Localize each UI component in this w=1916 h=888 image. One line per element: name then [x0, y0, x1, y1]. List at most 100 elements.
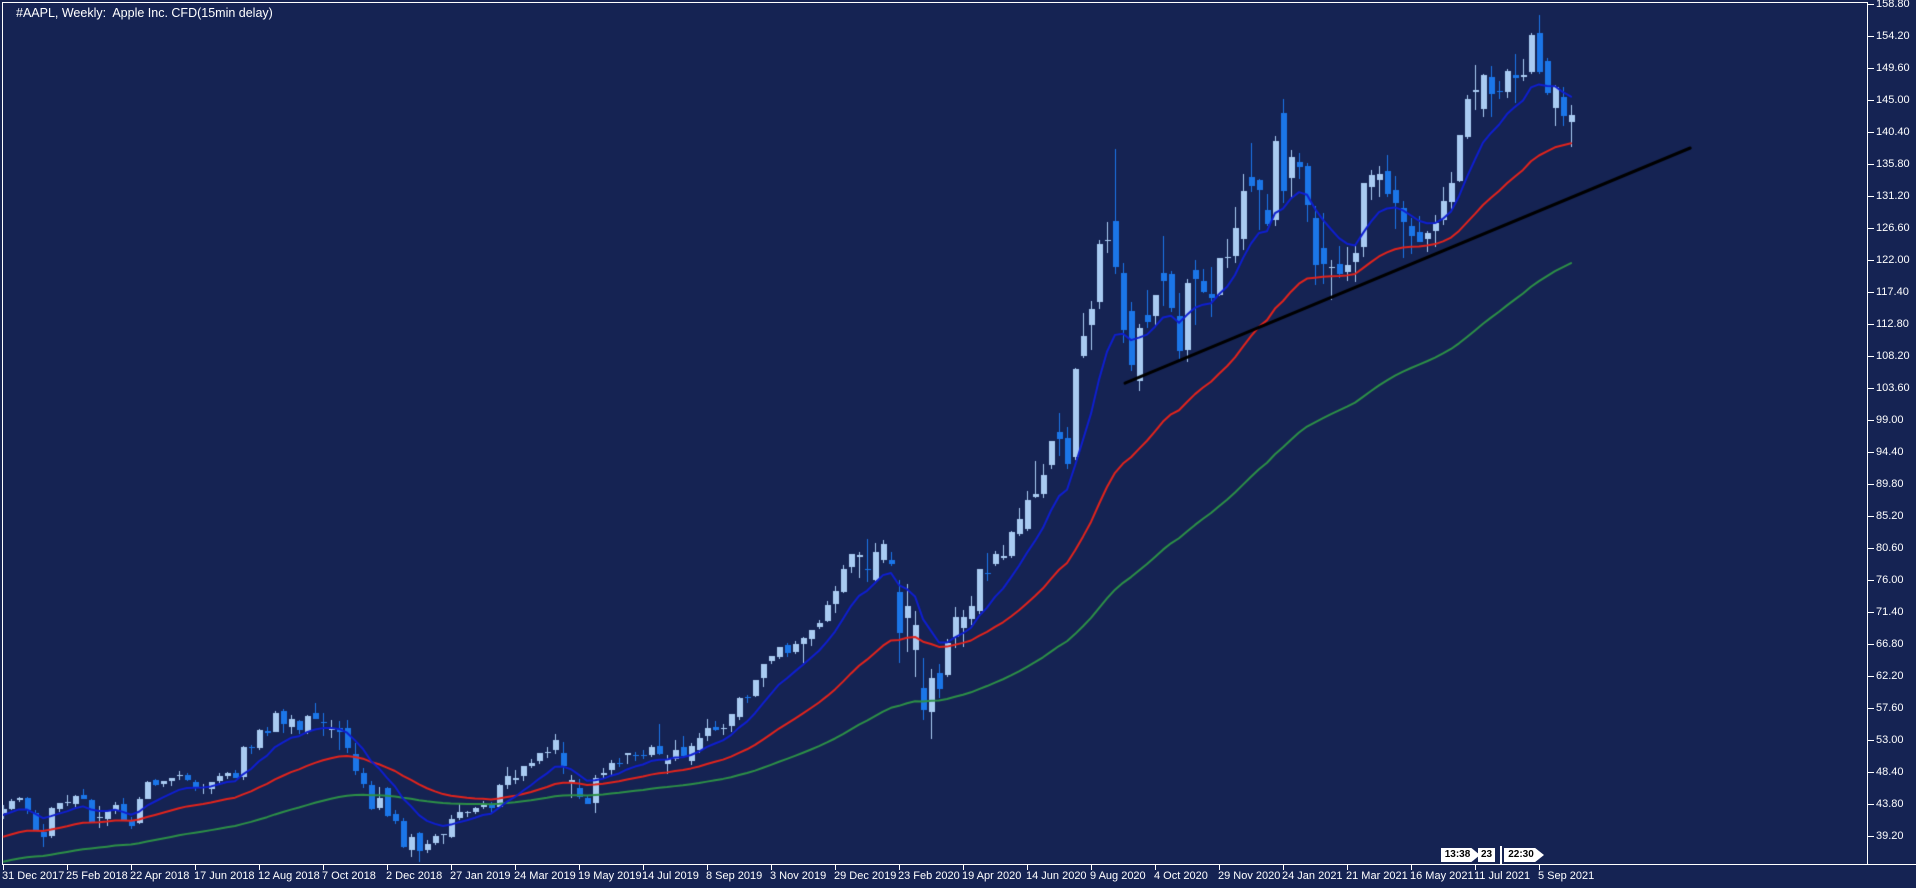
price-tick: [1867, 644, 1874, 645]
time-axis-label: 25 Feb 2018: [66, 870, 128, 882]
price-tick: [1867, 36, 1874, 37]
price-tick: [1867, 196, 1874, 197]
price-tick: [1867, 100, 1874, 101]
time-tick: [835, 865, 836, 870]
time-axis-label: 8 Sep 2019: [706, 870, 763, 882]
time-axis-label: 17 Jun 2018: [194, 870, 255, 882]
time-tick: [579, 865, 580, 870]
time-tick: [195, 865, 196, 870]
time-axis-label: 16 May 2021: [1410, 870, 1474, 882]
price-tick: [1867, 836, 1874, 837]
time-axis-label: 31 Dec 2017: [2, 870, 65, 882]
time-tag-2230[interactable]: 22:30: [1504, 848, 1544, 862]
price-axis-label: 140.40: [1876, 126, 1910, 138]
price-axis-label: 149.60: [1876, 62, 1910, 74]
time-tick: [771, 865, 772, 870]
price-axis-label: 71.40: [1876, 606, 1904, 618]
price-axis-label: 76.00: [1876, 574, 1904, 586]
price-axis-label: 112.80: [1876, 318, 1909, 330]
time-axis-label: 24 Mar 2019: [514, 870, 576, 882]
time-axis-label: 24 Jan 2021: [1282, 870, 1343, 882]
time-tick: [963, 865, 964, 870]
time-axis-label: 29 Dec 2019: [834, 870, 897, 882]
price-tick: [1867, 4, 1874, 5]
price-tick: [1867, 772, 1874, 773]
price-tick: [1867, 484, 1874, 485]
price-axis-label: 126.60: [1876, 222, 1910, 234]
time-tag-23[interactable]: 23: [1478, 848, 1495, 862]
price-tick: [1867, 356, 1874, 357]
price-axis-label: 122.00: [1876, 254, 1910, 266]
price-axis-label: 53.00: [1876, 734, 1904, 746]
time-tick: [515, 865, 516, 870]
price-axis-label: 85.20: [1876, 510, 1904, 522]
price-axis-label: 131.20: [1876, 190, 1910, 202]
time-tick: [131, 865, 132, 870]
price-axis-label: 158.80: [1876, 0, 1910, 10]
price-axis-label: 108.20: [1876, 350, 1910, 362]
price-axis-label: 135.80: [1876, 158, 1910, 170]
time-tick: [1475, 865, 1476, 870]
price-tick: [1867, 516, 1874, 517]
price-axis-label: 99.00: [1876, 414, 1904, 426]
time-tick: [67, 865, 68, 870]
time-axis-label: 5 Sep 2021: [1538, 870, 1595, 882]
price-axis-label: 43.80: [1876, 798, 1904, 810]
time-axis-label: 9 Aug 2020: [1090, 870, 1146, 882]
price-tick: [1867, 292, 1874, 293]
price-tick: [1867, 132, 1874, 133]
price-tick: [1867, 164, 1874, 165]
time-tick: [643, 865, 644, 870]
time-tick: [3, 865, 4, 870]
price-axis-label: 117.40: [1876, 286, 1909, 298]
price-axis-label: 94.40: [1876, 446, 1904, 458]
price-axis-label: 145.00: [1876, 94, 1910, 106]
price-axis-label: 62.20: [1876, 670, 1904, 682]
price-tick: [1867, 612, 1874, 613]
time-axis-label: 29 Nov 2020: [1218, 870, 1281, 882]
price-tick: [1867, 548, 1874, 549]
price-tick: [1867, 580, 1874, 581]
time-axis-label: 22 Apr 2018: [130, 870, 190, 882]
time-tick: [387, 865, 388, 870]
time-tick: [1091, 865, 1092, 870]
time-tick: [1219, 865, 1220, 870]
time-tick: [1411, 865, 1412, 870]
time-axis-label: 14 Jul 2019: [642, 870, 699, 882]
time-tag-separator: [1500, 846, 1502, 864]
price-axis-label: 80.60: [1876, 542, 1904, 554]
time-tick: [451, 865, 452, 870]
time-tick: [707, 865, 708, 870]
time-axis-label: 19 Apr 2020: [962, 870, 1022, 882]
price-tick: [1867, 388, 1874, 389]
time-tick: [1539, 865, 1540, 870]
price-axis-label: 103.60: [1876, 382, 1910, 394]
time-axis-label: 27 Jan 2019: [450, 870, 511, 882]
time-axis-label: 12 Aug 2018: [258, 870, 320, 882]
time-tick: [1283, 865, 1284, 870]
price-tick: [1867, 68, 1874, 69]
time-tick: [1347, 865, 1348, 870]
time-tick: [323, 865, 324, 870]
price-axis-label: 66.80: [1876, 638, 1904, 650]
time-axis-label: 11 Jul 2021: [1474, 870, 1531, 882]
price-axis-label: 39.20: [1876, 830, 1904, 842]
price-axis-label: 48.40: [1876, 766, 1904, 778]
time-tag-1338[interactable]: 13:38: [1441, 848, 1480, 862]
price-tick: [1867, 708, 1874, 709]
price-tick: [1867, 452, 1874, 453]
time-axis-label: 21 Mar 2021: [1346, 870, 1408, 882]
time-axis-label: 2 Dec 2018: [386, 870, 443, 882]
price-tick: [1867, 740, 1874, 741]
time-axis-label: 4 Oct 2020: [1154, 870, 1208, 882]
price-tick: [1867, 260, 1874, 261]
time-axis-label: 14 Jun 2020: [1026, 870, 1087, 882]
price-axis-label: 89.80: [1876, 478, 1904, 490]
time-axis-label: 3 Nov 2019: [770, 870, 827, 882]
price-tick: [1867, 420, 1874, 421]
price-axis-label: 57.60: [1876, 702, 1904, 714]
time-axis-label: 19 May 2019: [578, 870, 642, 882]
time-tick: [899, 865, 900, 870]
